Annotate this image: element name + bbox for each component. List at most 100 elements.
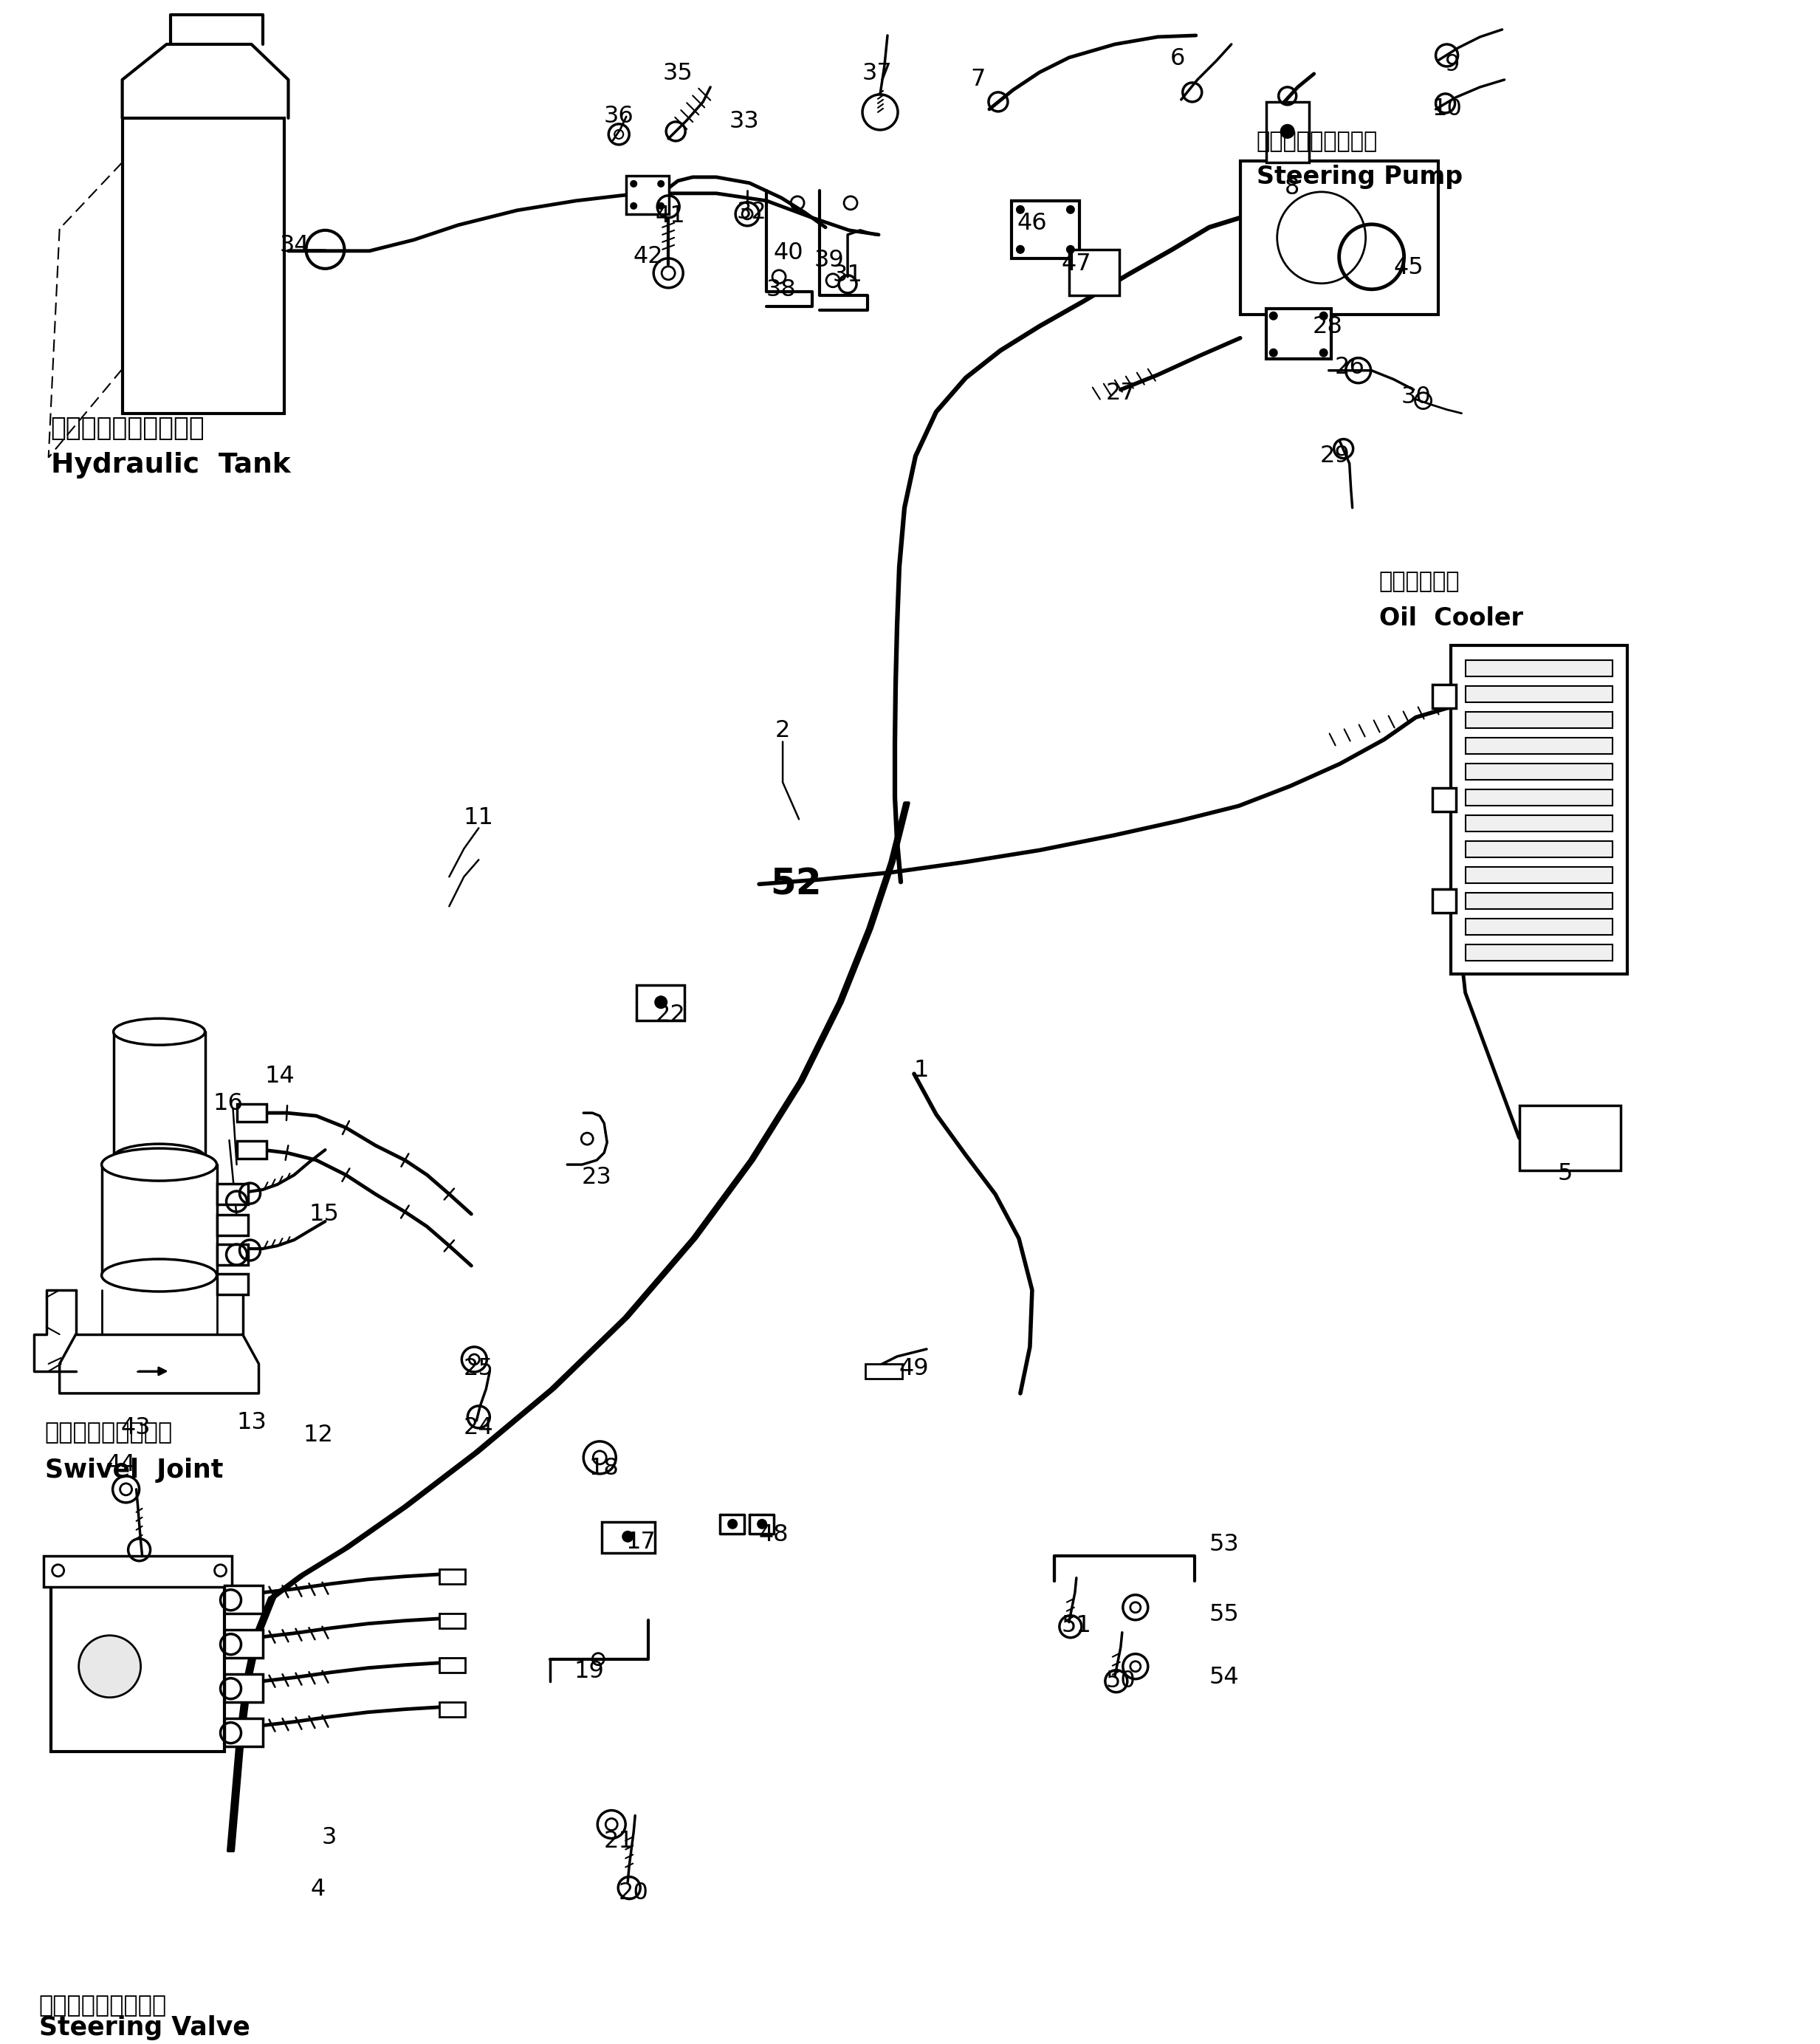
Circle shape — [657, 180, 664, 188]
Bar — [1465, 920, 1613, 934]
Circle shape — [78, 1635, 140, 1697]
Text: 27: 27 — [1105, 382, 1136, 405]
Text: 54: 54 — [1208, 1666, 1239, 1688]
Ellipse shape — [102, 1259, 217, 1292]
Ellipse shape — [102, 1149, 217, 1181]
Text: 29: 29 — [1320, 446, 1350, 468]
Text: 14: 14 — [264, 1065, 295, 1087]
Text: 30: 30 — [1401, 386, 1431, 409]
Bar — [1432, 889, 1456, 914]
Text: 51: 51 — [1061, 1615, 1092, 1637]
Text: 41: 41 — [655, 204, 686, 227]
Text: Hydraulic  Tank: Hydraulic Tank — [51, 452, 291, 478]
Circle shape — [1320, 311, 1329, 321]
Text: 49: 49 — [899, 1357, 928, 1380]
Bar — [1465, 789, 1613, 805]
Text: 46: 46 — [1017, 213, 1046, 235]
Bar — [440, 1703, 466, 1717]
Bar — [1520, 1106, 1622, 1171]
Bar — [1239, 161, 1438, 315]
Text: オイルクーラ: オイルクーラ — [1380, 570, 1460, 593]
Bar — [51, 1570, 224, 1752]
Bar — [237, 1141, 266, 1159]
Bar — [1432, 789, 1456, 811]
Text: 45: 45 — [1394, 256, 1423, 280]
Bar — [1465, 764, 1613, 781]
Bar — [217, 1214, 248, 1235]
Circle shape — [622, 1531, 633, 1543]
Text: 21: 21 — [604, 1829, 633, 1852]
Circle shape — [655, 995, 668, 1010]
Text: 13: 13 — [237, 1412, 266, 1435]
Bar — [217, 1183, 248, 1204]
Circle shape — [657, 202, 664, 211]
Bar — [224, 1629, 262, 1658]
Bar — [44, 1555, 231, 1586]
Bar — [440, 1613, 466, 1629]
Bar — [1465, 660, 1613, 677]
Bar — [122, 119, 284, 413]
Circle shape — [1269, 347, 1278, 358]
Text: 44: 44 — [106, 1453, 136, 1476]
Text: ハイドロリックタンク: ハイドロリックタンク — [51, 415, 206, 442]
Bar — [1267, 309, 1330, 358]
Bar — [1068, 249, 1119, 294]
Circle shape — [1016, 245, 1025, 253]
Text: 36: 36 — [604, 104, 633, 129]
Circle shape — [630, 180, 637, 188]
Text: 9: 9 — [1445, 53, 1460, 76]
Text: Oil  Cooler: Oil Cooler — [1380, 607, 1523, 632]
Text: 22: 22 — [655, 1004, 686, 1026]
Text: 33: 33 — [730, 110, 759, 133]
Text: 38: 38 — [766, 278, 797, 300]
Text: 35: 35 — [662, 63, 693, 86]
Text: 43: 43 — [120, 1416, 151, 1439]
Text: 4: 4 — [311, 1878, 326, 1901]
Text: 26: 26 — [1334, 356, 1365, 378]
Text: 17: 17 — [626, 1531, 657, 1553]
Bar — [224, 1674, 262, 1703]
Text: 12: 12 — [302, 1425, 333, 1447]
Bar — [1465, 711, 1613, 728]
Text: 18: 18 — [590, 1457, 619, 1480]
Text: 11: 11 — [464, 805, 493, 830]
Text: 3: 3 — [322, 1825, 337, 1850]
Bar — [637, 985, 684, 1020]
Text: 1: 1 — [914, 1059, 928, 1081]
Ellipse shape — [113, 1145, 206, 1171]
Text: Steering Pump: Steering Pump — [1256, 166, 1463, 190]
Text: 39: 39 — [814, 249, 844, 272]
Circle shape — [728, 1519, 737, 1529]
Text: 53: 53 — [1208, 1533, 1239, 1555]
Ellipse shape — [1278, 192, 1365, 284]
Bar — [1432, 685, 1456, 709]
Bar — [1465, 687, 1613, 703]
Text: 42: 42 — [633, 245, 664, 268]
Text: ステアリングバルブ: ステアリングバルブ — [38, 1995, 167, 2017]
Text: 10: 10 — [1432, 98, 1461, 121]
Bar — [864, 1363, 903, 1378]
Bar — [237, 1104, 266, 1122]
Bar — [217, 1273, 248, 1294]
Text: 55: 55 — [1208, 1602, 1239, 1627]
Bar — [224, 1719, 262, 1746]
Bar — [1267, 102, 1309, 161]
Text: 25: 25 — [464, 1357, 493, 1380]
Text: 40: 40 — [774, 241, 804, 264]
Text: 47: 47 — [1061, 253, 1092, 276]
Text: 7: 7 — [970, 67, 986, 92]
Text: 23: 23 — [582, 1165, 612, 1188]
Text: Swivel  Joint: Swivel Joint — [46, 1457, 224, 1482]
Bar — [1465, 944, 1613, 961]
Circle shape — [1269, 311, 1278, 321]
Text: 19: 19 — [575, 1660, 604, 1682]
Text: 32: 32 — [737, 200, 766, 225]
Text: 52: 52 — [770, 867, 821, 901]
Bar — [1451, 646, 1627, 975]
Text: 20: 20 — [619, 1883, 648, 1905]
Text: 16: 16 — [213, 1091, 242, 1114]
Bar — [1465, 738, 1613, 754]
Circle shape — [630, 202, 637, 211]
Text: Steering Valve: Steering Valve — [38, 2015, 249, 2040]
Circle shape — [1067, 204, 1076, 215]
